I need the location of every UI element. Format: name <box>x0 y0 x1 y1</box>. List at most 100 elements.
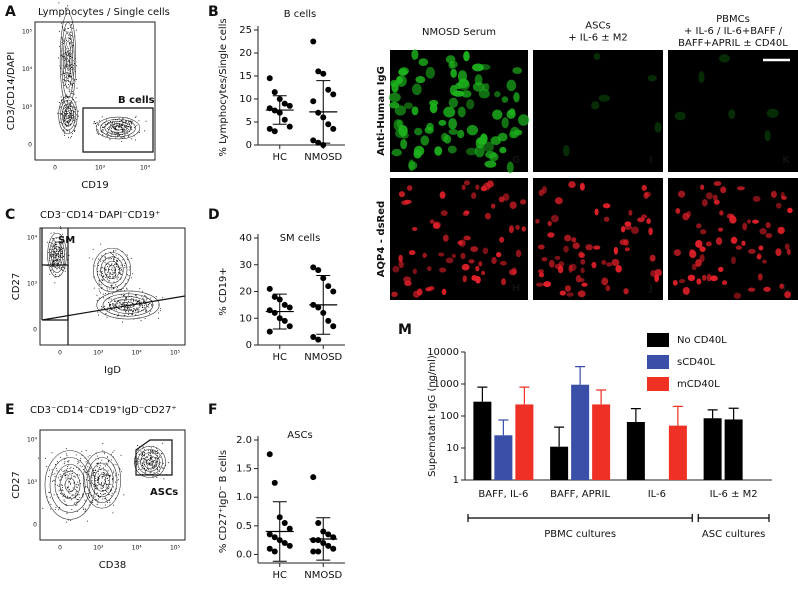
event-dot <box>96 455 98 457</box>
event-dot <box>106 316 108 318</box>
event-dot <box>116 289 118 291</box>
cell <box>396 76 403 84</box>
event-dot <box>110 483 112 485</box>
cell <box>443 106 456 118</box>
event-dot <box>150 460 152 462</box>
cell <box>702 274 707 281</box>
event-dot <box>112 120 114 122</box>
data-point <box>315 519 322 526</box>
event-dot <box>98 458 100 460</box>
event-dot <box>69 64 71 66</box>
event-dot <box>49 273 51 275</box>
event-dot <box>66 94 68 96</box>
event-dot <box>73 93 75 95</box>
cell <box>647 74 657 82</box>
cell <box>535 282 544 287</box>
contour <box>90 462 114 498</box>
event-dot <box>61 103 63 105</box>
y-tick-label: 15 <box>239 71 252 82</box>
y-tick-label: 0 <box>246 340 252 351</box>
event-dot <box>107 289 109 291</box>
event-dot <box>123 136 125 138</box>
event-dot <box>66 55 68 57</box>
event-dot <box>62 111 64 113</box>
event-dot <box>97 481 99 483</box>
event-dot <box>113 281 115 283</box>
event-dot <box>86 493 88 495</box>
event-dot <box>97 494 99 496</box>
data-point <box>310 264 317 271</box>
event-dot <box>123 295 125 297</box>
cell <box>538 272 545 278</box>
event-dot <box>106 456 108 458</box>
event-dot <box>96 484 98 486</box>
event-dot <box>118 269 120 271</box>
x-tick-label: 10³ <box>95 165 106 172</box>
cell <box>700 184 705 191</box>
event-dot <box>112 250 114 252</box>
event-dot <box>156 477 158 479</box>
event-dot <box>167 462 169 464</box>
data-point <box>271 89 278 96</box>
event-dot <box>133 308 135 310</box>
cell <box>480 185 487 192</box>
event-dot <box>37 457 39 459</box>
y-tick-label: 1.0 <box>236 492 252 503</box>
event-dot <box>54 241 56 243</box>
event-dot <box>153 465 155 467</box>
data-point <box>325 531 332 538</box>
event-dot <box>65 475 67 477</box>
event-dot <box>76 466 78 468</box>
x-tick-label: BAFF, APRIL <box>550 489 610 500</box>
event-dot <box>103 126 105 128</box>
event-dot <box>108 130 110 132</box>
cell <box>695 240 703 248</box>
event-dot <box>133 300 135 302</box>
cell <box>762 259 767 264</box>
event-dot <box>61 55 63 57</box>
event-dot <box>107 258 109 260</box>
event-dot <box>93 469 95 471</box>
contour <box>86 457 118 503</box>
event-dot <box>123 127 125 129</box>
event-dot <box>60 54 62 56</box>
event-dot <box>63 39 65 41</box>
event-dot <box>94 477 96 479</box>
event-dot <box>97 498 99 500</box>
event-dot <box>112 126 114 128</box>
event-dot <box>129 266 131 268</box>
cell <box>784 243 790 250</box>
cell <box>736 186 745 191</box>
event-dot <box>97 502 99 504</box>
event-dot <box>64 28 66 30</box>
cell <box>441 288 447 296</box>
cell <box>499 260 507 266</box>
bar <box>515 404 534 480</box>
x-tick-label: NMOSD <box>304 152 342 163</box>
event-dot <box>120 136 122 138</box>
event-dot <box>58 490 60 492</box>
x-tick-label: 0 <box>53 165 57 172</box>
event-dot <box>63 85 65 87</box>
event-dot <box>71 114 73 116</box>
y-axis-label: % CD27⁺IgD⁻ B cells <box>218 450 229 553</box>
event-dot <box>61 484 63 486</box>
contour <box>102 293 154 317</box>
cell <box>414 127 423 136</box>
event-dot <box>56 493 58 495</box>
event-dot <box>140 304 142 306</box>
event-dot <box>127 279 129 281</box>
event-dot <box>99 284 101 286</box>
event-dot <box>54 476 56 478</box>
bracket <box>697 514 770 522</box>
event-dot <box>76 504 78 506</box>
event-dot <box>151 450 153 452</box>
event-dot <box>162 463 164 465</box>
event-dot <box>65 453 67 455</box>
event-dot <box>112 504 114 506</box>
event-dot <box>119 267 121 269</box>
contour <box>143 455 157 469</box>
event-dot <box>62 495 64 497</box>
event-dot <box>62 122 64 124</box>
event-dot <box>96 129 98 131</box>
